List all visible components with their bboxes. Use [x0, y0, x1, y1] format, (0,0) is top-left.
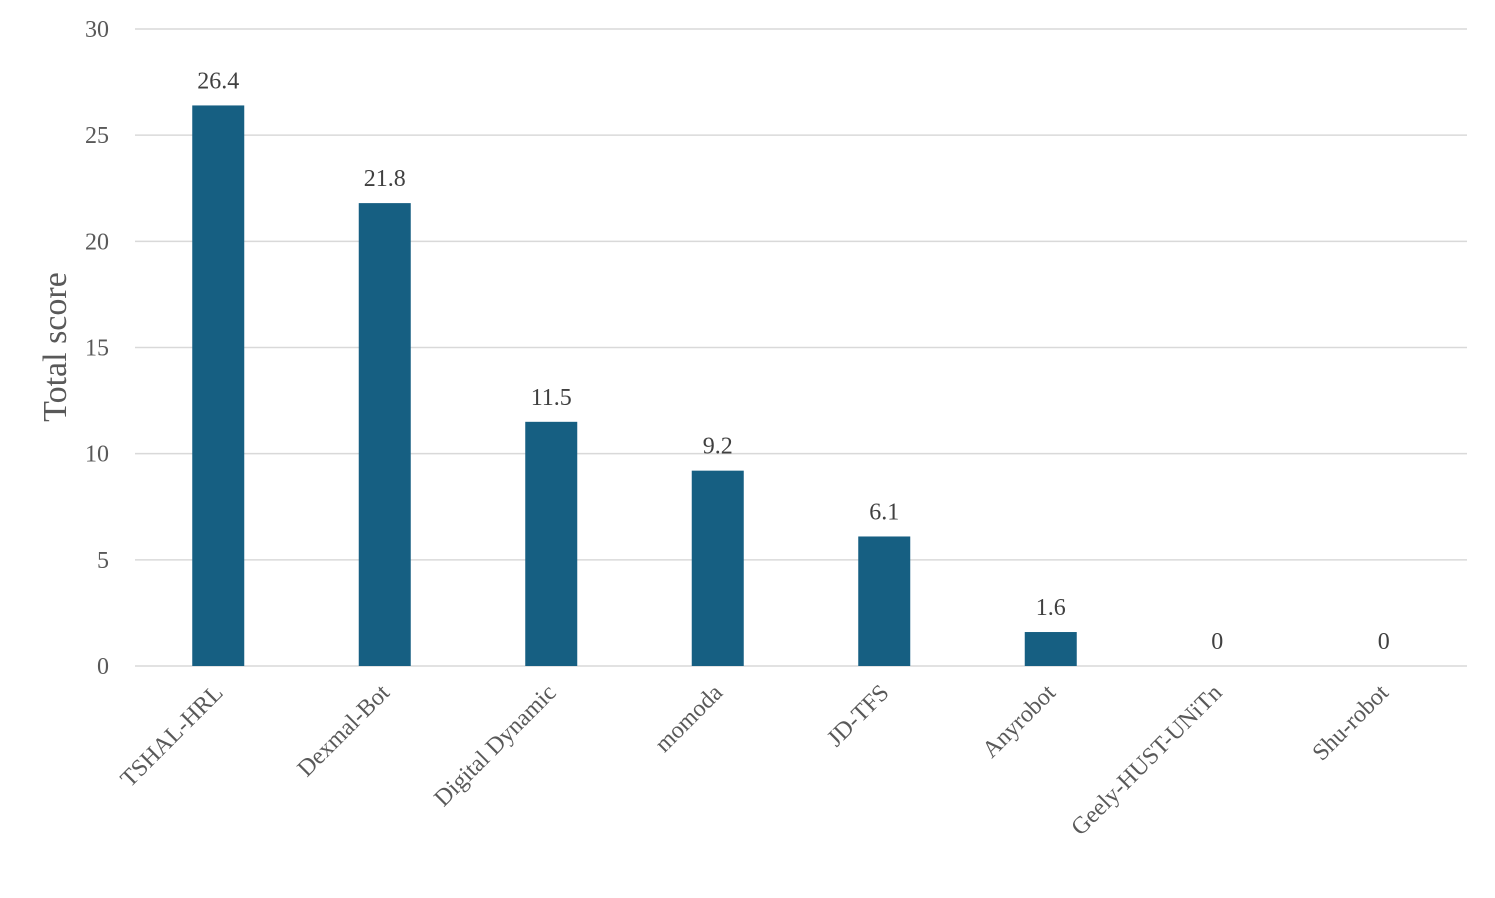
data-label: 9.2	[703, 434, 733, 460]
data-labels: 26.4 21.8 11.5 9.2 6.1 1.6 0 0	[197, 68, 1390, 655]
y-tick-label: 10	[85, 442, 109, 468]
x-tick-label: Digital Dynamic	[430, 680, 562, 812]
y-tick-label: 30	[85, 17, 109, 43]
x-tick-label: Dexmal-Bot	[293, 680, 396, 783]
x-tick-label: Shu-robot	[1308, 680, 1395, 767]
data-label: 26.4	[197, 68, 239, 94]
bar	[525, 421, 578, 666]
x-tick-label: momoda	[650, 680, 728, 758]
bar	[358, 203, 411, 666]
y-tick-label: 5	[97, 548, 109, 574]
bar	[192, 105, 245, 666]
y-tick-label: 25	[85, 123, 109, 149]
bar	[1024, 632, 1077, 666]
y-tick-label: 0	[97, 654, 109, 680]
data-label: 0	[1211, 629, 1223, 655]
x-tick-labels: TSHAL-HRL Dexmal-Bot Digital Dynamic momoda…	[116, 680, 1394, 841]
data-label: 11.5	[531, 385, 572, 411]
x-tick-label: JD-TFS	[822, 680, 894, 752]
x-tick-label: Geely-HUST-UNiTn	[1066, 680, 1227, 841]
gridlines	[135, 28, 1467, 667]
bars	[192, 105, 1077, 666]
y-tick-label: 15	[85, 336, 109, 362]
data-label: 0	[1378, 629, 1390, 655]
data-label: 21.8	[364, 166, 406, 192]
data-label: 1.6	[1036, 595, 1066, 621]
y-tick-label: 20	[85, 229, 109, 255]
y-axis-title: Total score	[37, 272, 74, 422]
data-label: 6.1	[869, 499, 899, 525]
y-tick-labels: 0 5 10 15 20 25 30	[85, 17, 109, 680]
bar	[858, 536, 911, 666]
x-tick-label: Anyrobot	[978, 680, 1062, 764]
x-tick-label: TSHAL-HRL	[116, 680, 229, 793]
bar	[691, 470, 744, 666]
